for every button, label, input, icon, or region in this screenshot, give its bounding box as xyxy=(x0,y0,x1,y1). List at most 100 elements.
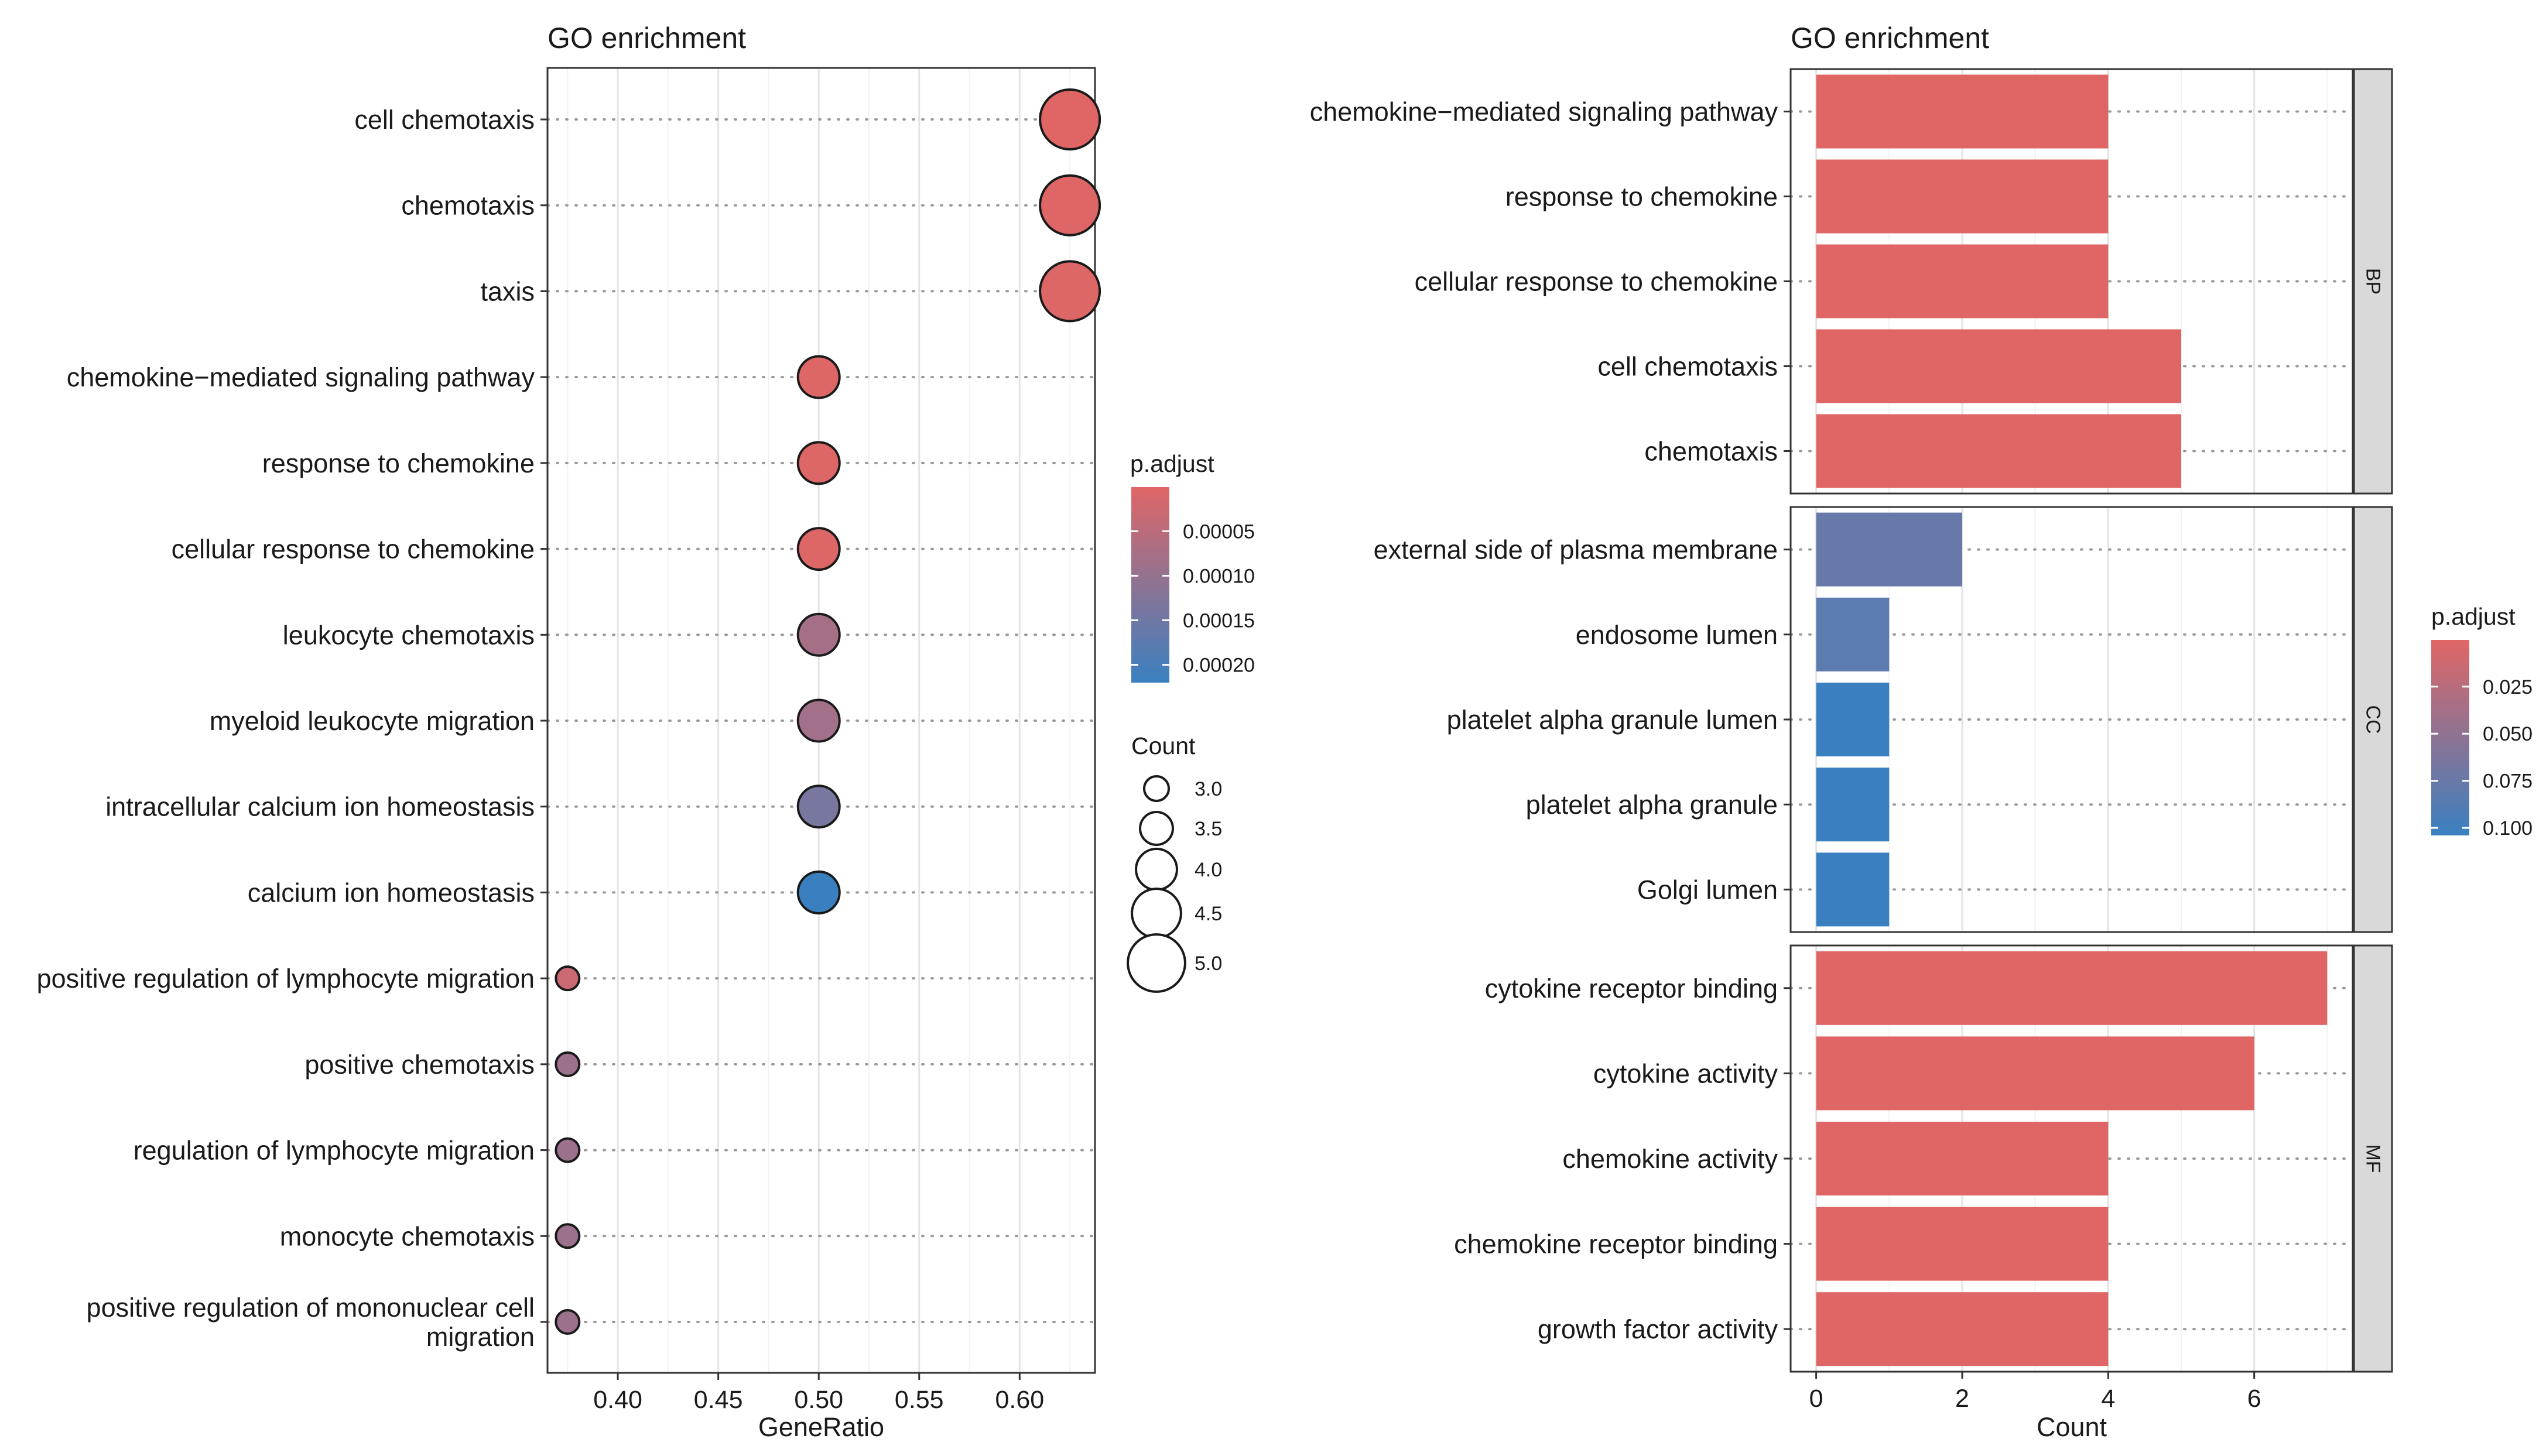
bar-category-label: cytokine activity xyxy=(1593,1058,1778,1088)
dot-point xyxy=(1039,88,1101,150)
dot-point xyxy=(555,1051,581,1077)
bar-colorbar-tick-label: 0.025 xyxy=(2483,676,2533,698)
dot-category-label: chemokine−mediated signaling pathway xyxy=(67,362,535,392)
size-legend-circle xyxy=(1135,848,1178,891)
bar-colorbar-tick-label: 0.100 xyxy=(2483,817,2533,840)
size-legend-circle xyxy=(1143,775,1170,802)
size-legend-label: 4.5 xyxy=(1195,903,1222,925)
dot-colorbar-tick-label: 0.00020 xyxy=(1183,655,1255,677)
bar xyxy=(1816,512,1962,587)
dot-color-legend-title: p.adjust xyxy=(1130,450,1214,477)
dot-category-label: monocyte chemotaxis xyxy=(280,1221,535,1251)
bar-category-label: endosome lumen xyxy=(1576,620,1778,650)
dot-chart-title: GO enrichment xyxy=(547,22,746,54)
bar-category-label: platelet alpha granule lumen xyxy=(1447,705,1778,735)
facet-strip-label: CC xyxy=(2362,705,2384,734)
dot-point xyxy=(796,612,841,657)
bar-color-legend-title: p.adjust xyxy=(2431,603,2516,630)
bar xyxy=(1816,74,2109,149)
dot-x-tick-label: 0.50 xyxy=(794,1386,843,1414)
size-legend-circle xyxy=(1139,811,1174,846)
facet-strip-label: MF xyxy=(2362,1144,2384,1173)
dot-category-label: positive regulation of lymphocyte migrat… xyxy=(37,964,535,993)
dot-category-label: cell chemotaxis xyxy=(354,105,535,135)
dot-category-label: response to chemokine xyxy=(262,448,535,478)
facet-panel-border xyxy=(1789,68,2354,495)
bar xyxy=(1816,951,2328,1025)
facet-panel-border xyxy=(1789,944,2354,1373)
bar-category-label: Golgi lumen xyxy=(1637,875,1778,905)
bar xyxy=(1816,329,2182,403)
dot-point xyxy=(555,1309,581,1335)
bar-category-label: chemokine−mediated signaling pathway xyxy=(1310,97,1778,127)
size-legend-label: 3.0 xyxy=(1195,778,1222,800)
dot-category-label: regulation of lymphocyte migration xyxy=(134,1136,535,1166)
size-legend-label: 5.0 xyxy=(1195,953,1222,975)
bar-x-axis-label: Count xyxy=(2037,1412,2107,1442)
bar xyxy=(1816,1207,2109,1281)
dot-category-label: myeloid leukocyte migration xyxy=(210,706,535,736)
dot-category-label: calcium ion homeostasis xyxy=(248,878,535,907)
dot-x-tick-label: 0.40 xyxy=(593,1386,642,1414)
bar-x-tick-label: 2 xyxy=(1955,1385,1969,1413)
dot-colorbar-tick-label: 0.00010 xyxy=(1183,565,1255,587)
bar xyxy=(1816,159,2109,234)
bar xyxy=(1816,683,1890,756)
dot-category-label: cellular response to chemokine xyxy=(172,535,535,564)
bar-colorbar-tick-label: 0.075 xyxy=(2483,770,2533,793)
dot-category-label: positive chemotaxis xyxy=(304,1050,535,1080)
bar-category-label: chemotaxis xyxy=(1644,437,1778,467)
dot-point xyxy=(796,355,841,399)
bar xyxy=(1816,597,1890,672)
dot-category-label-line: migration xyxy=(426,1322,535,1352)
bar-category-label: chemokine receptor binding xyxy=(1454,1229,1778,1259)
bar-chart-title: GO enrichment xyxy=(1791,22,1989,54)
dot-category-label: leukocyte chemotaxis xyxy=(283,620,535,650)
dot-category-label: positive regulation of mononuclear cell m… xyxy=(87,1293,535,1352)
bar xyxy=(1816,852,1890,927)
bar-category-label: growth factor activity xyxy=(1538,1314,1778,1344)
dot-colorbar xyxy=(1131,487,1169,683)
bar-category-label: cellular response to chemokine xyxy=(1415,267,1778,297)
bar-x-tick-label: 4 xyxy=(2101,1385,2115,1413)
bar-category-label: external side of plasma membrane xyxy=(1374,535,1778,565)
dot-x-tick-label: 0.45 xyxy=(694,1386,743,1414)
dot-category-label: chemotaxis xyxy=(401,191,535,221)
dot-point xyxy=(796,441,841,485)
dot-category-label-line: positive regulation of mononuclear cell xyxy=(87,1293,535,1323)
size-legend-label: 3.5 xyxy=(1195,818,1222,840)
bar xyxy=(1816,768,1890,842)
dot-category-label: intracellular calcium ion homeostasis xyxy=(105,792,535,822)
bar-category-label: chemokine activity xyxy=(1562,1144,1778,1174)
bar xyxy=(1816,1036,2254,1111)
facet-strip xyxy=(2353,68,2393,495)
dot-x-tick-label: 0.60 xyxy=(995,1386,1044,1414)
dot-point xyxy=(796,698,841,743)
dot-point xyxy=(796,870,841,914)
facet-strip xyxy=(2353,944,2393,1373)
dot-point xyxy=(555,1137,581,1163)
dot-point xyxy=(1039,260,1101,323)
bar-category-label: platelet alpha granule xyxy=(1526,790,1778,820)
facet-panel-border xyxy=(1789,506,2354,933)
dot-point xyxy=(555,965,581,992)
dot-category-label: taxis xyxy=(480,276,535,306)
dot-point xyxy=(555,1223,581,1249)
dot-point xyxy=(1039,174,1101,237)
bar xyxy=(1816,1122,2109,1195)
dot-chart: GO enrichment cell chemotaxis chemotaxis ta… xyxy=(37,22,1255,1442)
bar xyxy=(1816,244,2109,318)
size-legend-circle xyxy=(1127,933,1186,993)
bar xyxy=(1816,1292,2109,1366)
bar-colorbar-tick-label: 0.050 xyxy=(2483,723,2533,745)
dot-x-axis-label: GeneRatio xyxy=(758,1412,884,1442)
dot-point xyxy=(796,784,841,829)
bar-category-label: cell chemotaxis xyxy=(1597,352,1778,382)
bar-x-tick-label: 0 xyxy=(1809,1385,1823,1413)
size-legend-circle xyxy=(1131,888,1182,939)
facet-strip-label: BP xyxy=(2362,268,2384,294)
dot-colorbar-tick-label: 0.00015 xyxy=(1183,609,1255,632)
size-legend-label: 4.0 xyxy=(1195,859,1222,881)
